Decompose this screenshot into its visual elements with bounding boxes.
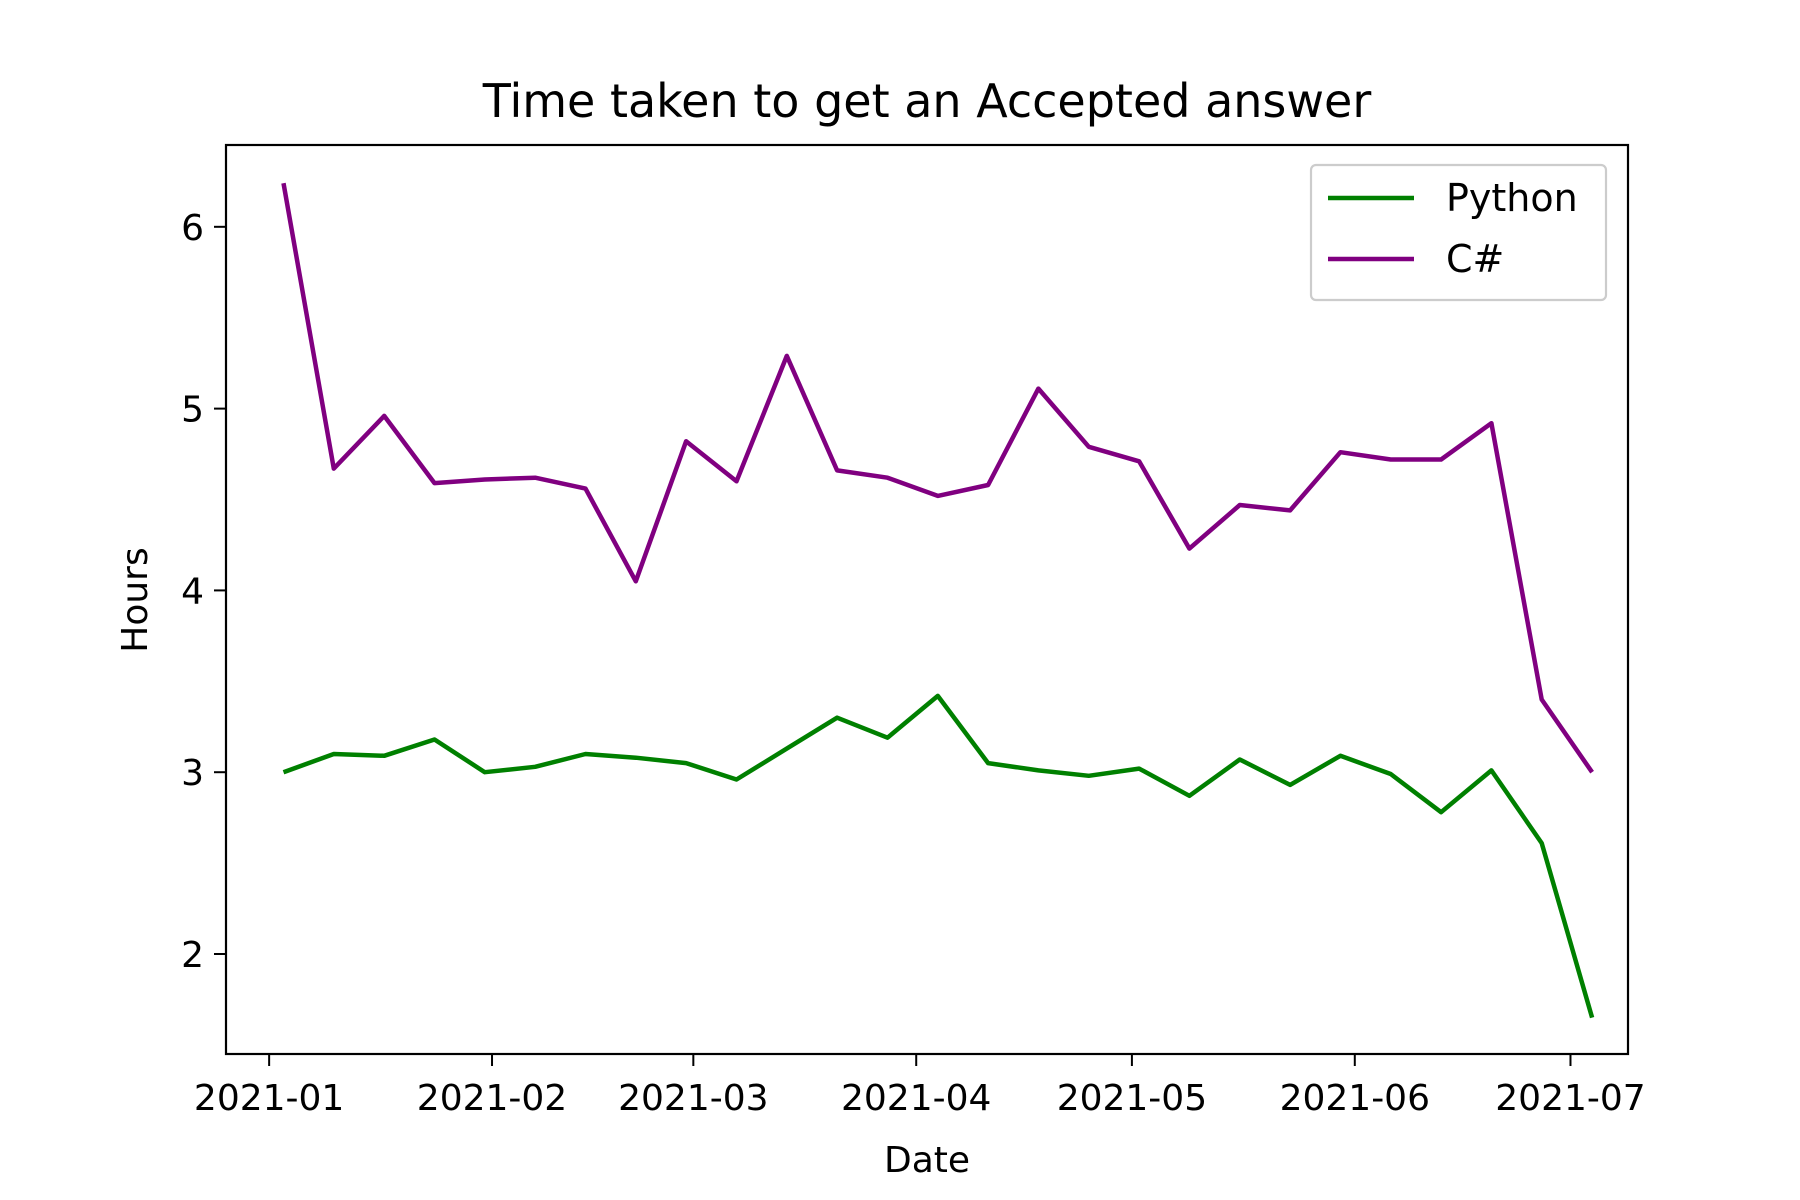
y-tick-label: 4 (181, 571, 204, 612)
x-tick-label: 2021-02 (417, 1078, 567, 1119)
legend-label-csharp: C# (1446, 237, 1504, 281)
x-tick-label: 2021-06 (1280, 1078, 1430, 1119)
x-tick-label: 2021-07 (1495, 1078, 1645, 1119)
x-axis: 2021-01 2021-02 2021-03 2021-04 2021-05 2021-… (194, 1054, 1646, 1119)
series-line-csharp (281, 182, 1594, 774)
x-tick-label: 2021-04 (841, 1078, 991, 1119)
y-axis-label: Hours (115, 547, 156, 652)
plot-area (224, 143, 1630, 1056)
y-tick-label: 3 (181, 753, 204, 794)
x-axis-label: Date (884, 1140, 970, 1181)
plot-frame (224, 143, 1630, 1056)
y-tick-label: 2 (181, 935, 204, 976)
y-axis: 2 3 4 5 6 (181, 208, 226, 976)
legend: Python C# (1309, 163, 1608, 302)
y-tick-label: 6 (181, 208, 204, 249)
series-layer (281, 182, 1595, 1019)
chart-title: Time taken to get an Accepted answer (482, 74, 1372, 128)
series-line-python (282, 693, 1595, 1019)
x-tick-label: 2021-03 (618, 1078, 768, 1119)
x-tick-label: 2021-05 (1057, 1078, 1207, 1119)
x-tick-label: 2021-01 (194, 1078, 344, 1119)
y-tick-label: 5 (181, 390, 204, 431)
legend-label-python: Python (1446, 176, 1578, 220)
